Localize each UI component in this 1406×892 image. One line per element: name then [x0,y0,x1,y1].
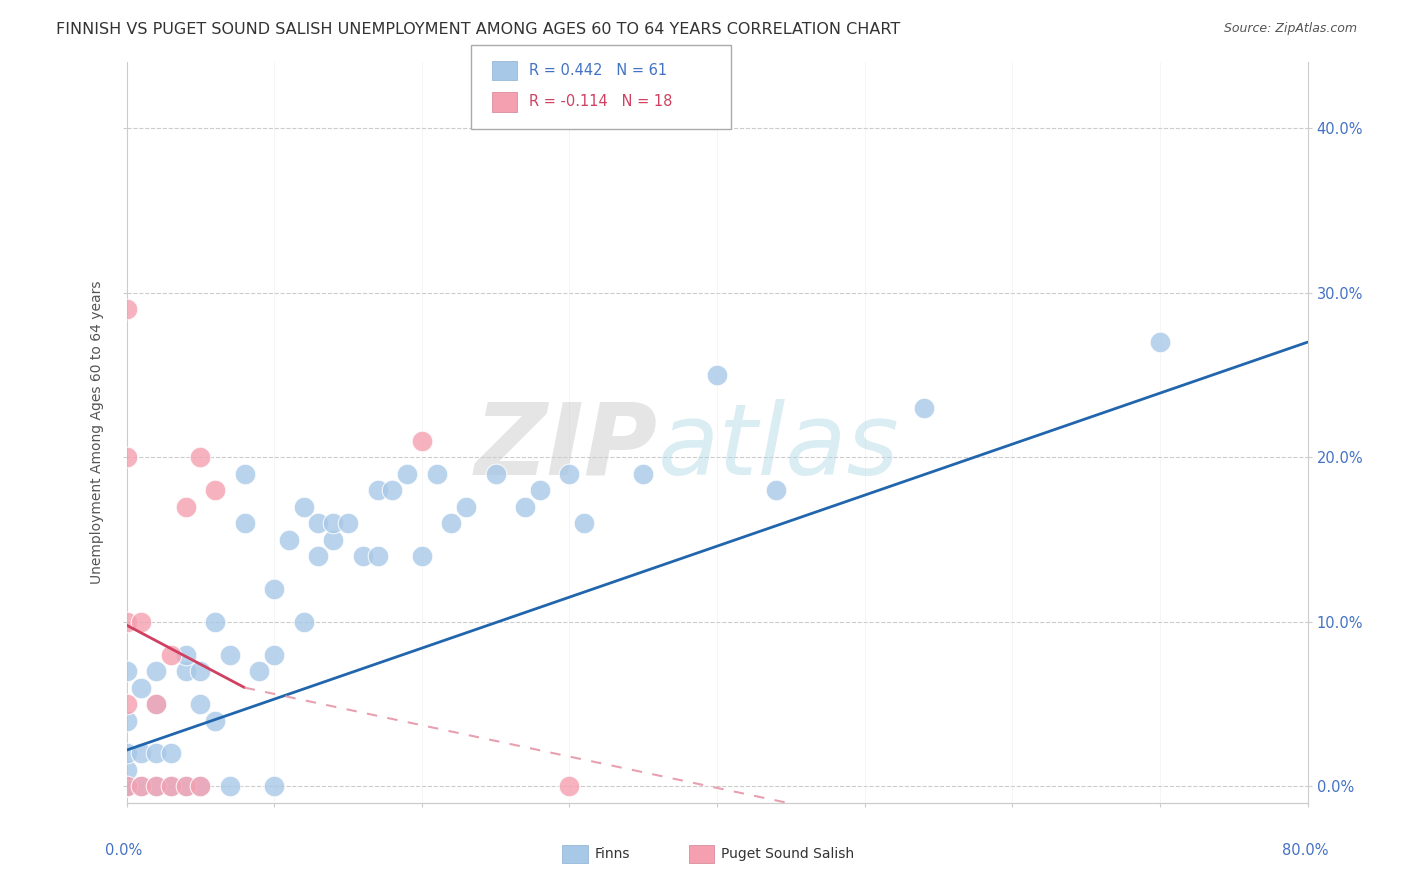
Point [188,780,212,794]
Point [219,780,242,794]
Point [204,615,226,629]
Point [558,467,581,481]
Point [129,681,153,695]
Point [633,467,655,481]
Point [337,516,360,530]
Point [145,697,167,711]
Point [322,533,344,547]
Point [411,434,433,448]
Point [145,780,167,794]
Point [115,714,138,728]
Point [322,516,344,530]
Point [174,648,197,662]
Point [115,780,138,794]
Point [204,714,226,728]
Point [706,368,728,382]
Point [145,664,167,678]
Point [129,615,153,629]
Point [188,664,212,678]
Text: Source: ZipAtlas.com: Source: ZipAtlas.com [1223,22,1357,36]
Point [160,648,183,662]
Point [129,747,153,761]
Point [529,483,551,498]
Point [381,483,404,498]
Point [219,648,242,662]
Text: atlas: atlas [658,399,900,496]
Point [352,549,374,563]
Point [129,780,153,794]
Point [188,697,212,711]
Point [263,648,285,662]
Point [145,780,167,794]
Y-axis label: Unemployment Among Ages 60 to 64 years: Unemployment Among Ages 60 to 64 years [90,281,104,584]
Text: R = -0.114   N = 18: R = -0.114 N = 18 [529,95,672,109]
Point [484,467,508,481]
Point [263,582,285,596]
Text: 80.0%: 80.0% [1282,843,1329,858]
Point [367,549,389,563]
Point [188,450,212,465]
Point [233,516,256,530]
Point [115,664,138,678]
Text: FINNISH VS PUGET SOUND SALISH UNEMPLOYMENT AMONG AGES 60 TO 64 YEARS CORRELATION: FINNISH VS PUGET SOUND SALISH UNEMPLOYME… [56,22,900,37]
Point [308,516,330,530]
Point [115,697,138,711]
Point [308,549,330,563]
Point [115,747,138,761]
Text: ZIP: ZIP [475,399,658,496]
Point [115,780,138,794]
Text: R = 0.442   N = 61: R = 0.442 N = 61 [529,63,666,78]
Text: Finns: Finns [595,847,630,861]
Point [515,500,537,514]
Point [129,780,153,794]
Point [115,615,138,629]
Point [292,615,315,629]
Point [174,664,197,678]
Point [115,450,138,465]
Point [425,467,447,481]
Point [174,780,197,794]
Point [278,533,301,547]
Point [160,780,183,794]
Point [440,516,463,530]
Point [204,483,226,498]
Point [115,302,138,317]
Point [188,780,212,794]
Point [115,780,138,794]
Point [574,516,596,530]
Point [174,500,197,514]
Point [115,780,138,794]
Point [233,467,256,481]
Point [174,780,197,794]
Point [115,780,138,794]
Point [396,467,419,481]
Point [145,697,167,711]
Point [145,747,167,761]
Point [765,483,787,498]
Point [456,500,478,514]
Point [249,664,271,678]
Point [1149,335,1171,350]
Text: 0.0%: 0.0% [105,843,142,858]
Point [115,763,138,777]
Point [160,747,183,761]
Text: Puget Sound Salish: Puget Sound Salish [721,847,855,861]
Point [912,401,935,415]
Point [292,500,315,514]
Point [160,780,183,794]
Point [558,780,581,794]
Point [367,483,389,498]
Point [115,780,138,794]
Point [411,549,433,563]
Point [263,780,285,794]
